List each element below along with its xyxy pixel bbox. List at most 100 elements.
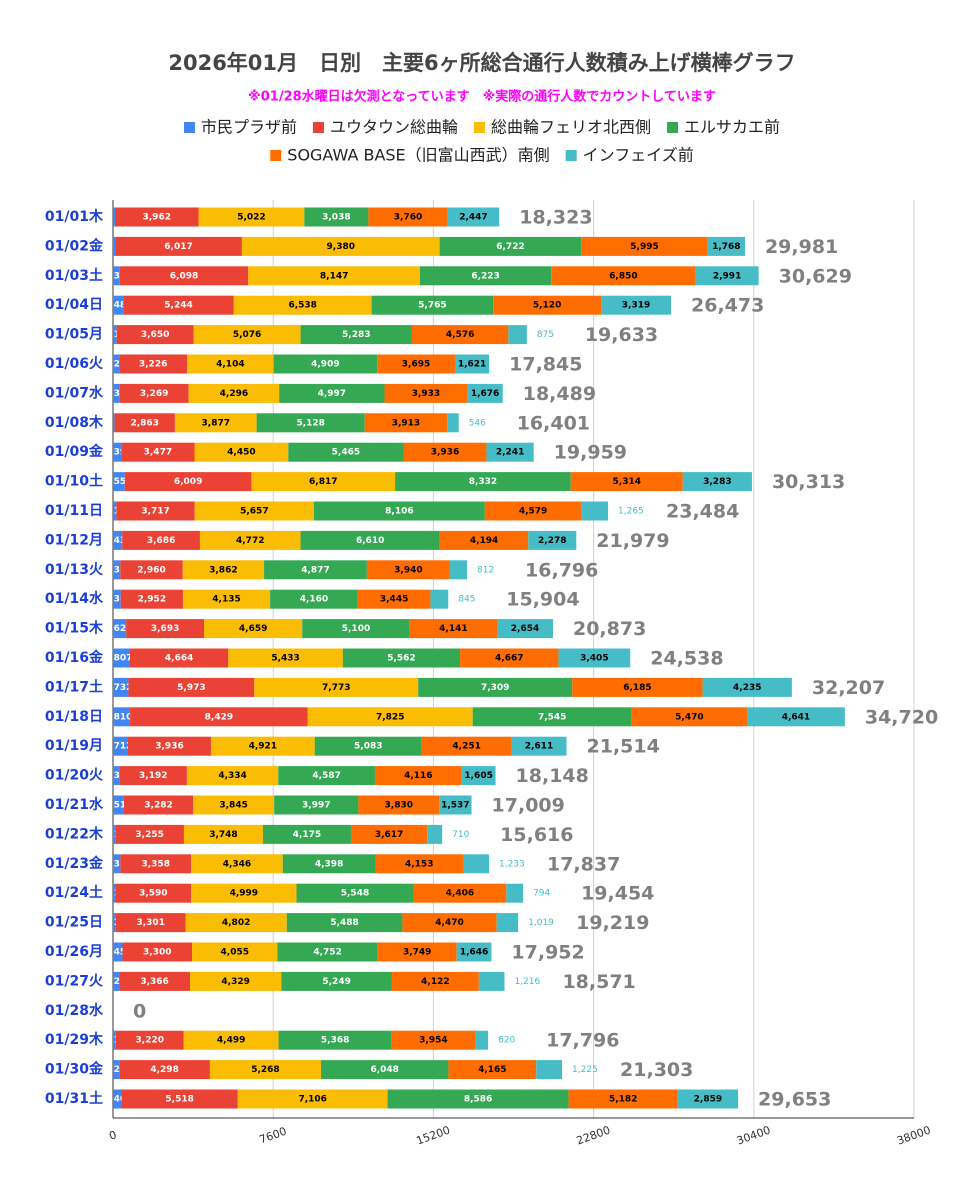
bar-segment	[313, 501, 485, 521]
bar-segment	[241, 236, 440, 256]
data-label: 4,135	[212, 595, 240, 605]
data-label: 3,830	[385, 801, 413, 811]
y-tick-label: 01/22木	[45, 825, 104, 842]
data-label: 3,300	[143, 948, 171, 958]
data-label: 5,765	[418, 301, 446, 311]
bar-segment	[116, 501, 195, 521]
chart-subtitle: ※01/28水曜日は欠測となっています ※実際の通行人数でカウントしています	[248, 89, 716, 105]
bar-segment	[282, 854, 376, 874]
bar-segment	[296, 883, 414, 903]
bar-segment	[119, 383, 189, 403]
bar-segment	[115, 883, 192, 903]
data-label: 4,055	[221, 948, 249, 958]
data-label: 4,153	[405, 859, 433, 869]
data-label: 518	[114, 801, 133, 811]
bar-segment	[377, 942, 457, 962]
data-label: 3,760	[394, 213, 422, 223]
data-label: 4,921	[249, 742, 277, 752]
bar-segment	[448, 1060, 537, 1080]
bar-segment	[115, 236, 242, 256]
bar-segment	[113, 1089, 122, 1109]
bar-segment	[119, 971, 191, 991]
data-label: 1,537	[441, 801, 469, 811]
data-label: 7,773	[322, 683, 350, 693]
bar-segment	[558, 648, 631, 668]
total-label: 30,313	[772, 471, 845, 493]
data-label: 4,141	[439, 624, 467, 634]
legend-swatch	[565, 150, 577, 161]
y-tick-label: 01/27火	[45, 973, 104, 989]
y-tick-label: 01/31土	[45, 1090, 103, 1107]
data-label: 5,657	[240, 507, 268, 517]
data-label: 1,216	[514, 977, 540, 987]
bar-segment	[119, 1060, 210, 1080]
bar-segment	[418, 677, 573, 697]
total-label: 19,633	[585, 324, 658, 346]
total-label: 18,571	[562, 971, 635, 993]
bar-segment	[114, 207, 199, 227]
bar-segment	[113, 295, 124, 315]
data-label: 3,590	[139, 889, 167, 899]
bar-segment	[193, 795, 275, 815]
total-label: 16,796	[525, 559, 598, 581]
total-label: 23,484	[666, 501, 739, 523]
bar-segment	[113, 795, 124, 815]
data-label: 4,641	[782, 712, 810, 722]
data-label: 3,650	[141, 330, 169, 340]
bar-segment	[113, 648, 131, 668]
data-label: 1,225	[572, 1065, 598, 1075]
bar-segment	[496, 913, 519, 933]
bar-segment	[192, 942, 278, 962]
data-label: 3,220	[136, 1036, 164, 1046]
bar-segment	[467, 383, 503, 403]
y-tick-label: 01/11日	[45, 503, 103, 519]
total-label: 17,845	[509, 354, 582, 376]
data-label: 4,251	[452, 742, 480, 752]
bar-segment	[682, 472, 752, 492]
bar-segment	[350, 824, 428, 844]
legend-row: 市民プラザ前 ユウタウン総曲輪 総曲輪フェリオ北西側 エルサカエ前	[183, 118, 780, 137]
bar-segment	[511, 736, 567, 756]
bar-segment	[113, 619, 127, 639]
bar-segment	[113, 589, 121, 609]
data-label: 3,936	[155, 742, 183, 752]
bar-segment	[193, 325, 301, 345]
bar-segment	[115, 1030, 184, 1050]
data-label: 3,405	[580, 654, 608, 664]
bar-segment	[185, 913, 287, 933]
data-label: 7,545	[538, 712, 566, 722]
bar-segment	[371, 295, 494, 315]
data-label: 2,278	[538, 536, 566, 546]
legend-row: SOGAWA BASE（旧富山西武）南側 インフェイズ前	[270, 146, 694, 165]
bar-segment	[113, 501, 117, 521]
bar-segment	[228, 648, 343, 668]
data-label: 2,952	[138, 595, 166, 605]
total-label: 19,219	[576, 912, 649, 934]
bar-segment	[113, 707, 131, 727]
bar-segment	[198, 207, 305, 227]
total-label: 16,401	[517, 412, 590, 434]
bar-segment	[113, 1060, 120, 1080]
bar-segment	[251, 472, 396, 492]
bar-segment	[454, 354, 490, 374]
bar-segment	[307, 707, 473, 727]
bar-segment	[254, 677, 419, 697]
total-label: 20,873	[573, 618, 646, 640]
bar-segment	[204, 619, 303, 639]
bar-segment	[475, 1030, 489, 1050]
data-label: 5,562	[387, 654, 415, 664]
data-label: 3,717	[141, 507, 169, 517]
data-label: 6,048	[370, 1065, 398, 1075]
bar-segment	[420, 266, 552, 286]
bar-segment	[113, 236, 116, 256]
data-label: 4,346	[223, 859, 251, 869]
bar-segment	[126, 619, 205, 639]
bar-segment	[191, 883, 297, 903]
bar-segment	[631, 707, 748, 727]
bar-segment	[174, 413, 257, 433]
data-label: 2,859	[694, 1095, 722, 1105]
data-label: 4,296	[220, 389, 248, 399]
bar-segment	[262, 824, 351, 844]
bar-segment	[270, 589, 358, 609]
bar-segment	[357, 589, 431, 609]
